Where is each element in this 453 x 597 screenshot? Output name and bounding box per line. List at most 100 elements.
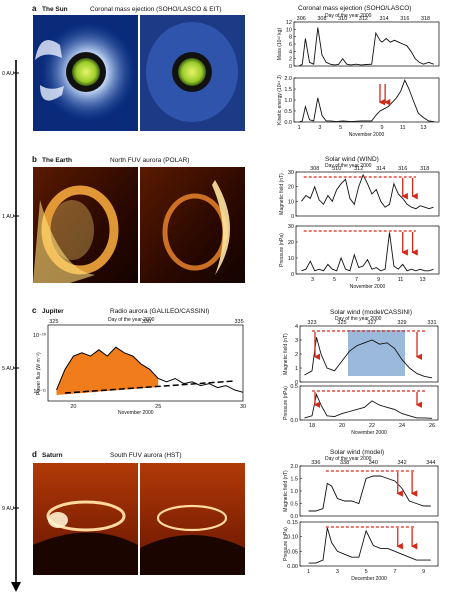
top-tick-label: 340 [369,460,378,466]
y-axis-label: Kinetic energy (10²⁴ J) [277,75,283,125]
au-label-9: 9 AU [2,506,14,512]
y-tick-label: 1.5 [290,477,298,483]
top-tick-label: 338 [340,460,349,466]
y-axis-label: Pressure (nPa) [279,233,285,267]
y-tick-label: 20 [288,185,294,191]
plot-frame [299,465,439,517]
y-tick-label: 10⁻¹⁰ [33,332,47,339]
top-axis-title: Day of the year 2000 [325,163,372,169]
sun-image-left [33,15,138,131]
y-tick-label: 2 [295,352,298,358]
y-tick-label: 0 [291,272,294,278]
y-tick-label: 0 [289,64,292,70]
panel-body-name: The Earth [42,157,72,164]
y-axis-label: Magnetic field (nT) [283,333,289,375]
y-axis-label: Mass (10¹² kg) [277,28,283,61]
bottom-axis-title: December 2000 [351,576,387,582]
bottom-tick-label: 7 [393,569,396,575]
y-tick-label: 12 [286,20,292,26]
top-tick-label: 344 [426,460,435,466]
image-title: Radio aurora (GALILEO/CASSINI) [110,308,209,315]
bottom-axis-title: November 2000 [350,284,386,290]
y-tick-label: 30 [288,224,294,230]
top-tick-label: 327 [367,320,376,326]
bottom-tick-label: 1 [307,569,310,575]
y-tick-label: 30 [288,170,294,176]
bottom-tick-label: 24 [399,423,405,429]
y-tick-label: 10 [288,256,294,262]
panel-body-name: Saturn [42,452,63,459]
panel-b: b The Earth North FUV aurora (POLAR) Sol… [32,155,379,283]
y-tick-label: 2.0 [290,464,298,470]
y-tick-label: 0.05 [287,549,298,555]
y-tick-label: 10 [286,27,292,33]
y-tick-label: 0.00 [287,564,298,570]
panel-b-plots: 308 310 312 314 316 318 3 5 7 9 11 13 November 2000 0… [279,166,440,290]
bottom-tick-label: 7 [355,277,358,283]
top-tick-label: 316 [400,16,409,22]
arrow-down-icon [11,582,21,592]
emission-area [56,347,159,395]
plot-frame [299,521,439,567]
image-title: Coronal mass ejection (SOHO/LASCO & EIT) [90,6,222,13]
plot-title: Solar wind (WIND) [325,156,379,163]
bottom-tick-label: 9 [377,277,380,283]
y-tick-label: 2.0 [284,76,292,82]
y-tick-label: 3 [295,338,298,344]
y-tick-label: 20 [288,240,294,246]
series-line [304,337,433,379]
y-tick-label: 0.0 [284,120,292,126]
top-tick-label: 314 [376,166,385,172]
series-line [308,527,431,564]
top-tick-label: 325 [337,320,346,326]
y-tick-label: 10 [288,199,294,205]
bottom-tick-label: 3 [311,277,314,283]
y-tick-label: 1 [295,366,298,372]
bottom-tick-label: 9 [381,125,384,131]
bottom-tick-label: 22 [369,423,375,429]
distance-axis: 0 AU 1 AU 5 AU 9 AU [2,60,21,592]
y-tick-label: 4 [295,324,298,330]
au-label-0: 0 AU [2,71,14,77]
image-title: South FUV aurora (HST) [110,452,182,459]
bottom-tick-label: 11 [398,277,404,283]
plot-title: Solar wind (model) [330,449,384,456]
series-line [299,79,434,123]
series-line [308,475,431,512]
y-tick-label: 0.5 [290,384,298,390]
y-tick-label: 1.0 [284,98,292,104]
image-title: North FUV aurora (POLAR) [110,157,189,164]
top-tick-label: 312 [359,16,368,22]
top-tick-label: 330 [142,319,151,325]
y-tick-label: 0.5 [290,502,298,508]
plot-frame [299,385,439,421]
sun-image-right [140,15,245,131]
plot-title: Coronal mass ejection (SOHO/LASCO) [298,5,411,12]
bottom-tick-label: 1 [298,125,301,131]
top-tick-label: 323 [307,320,316,326]
panel-letter: a [32,4,37,13]
panel-body-name: Jupiter [42,308,64,315]
top-tick-label: 318 [421,16,430,22]
y-axis-label: Pressure (nPa) [283,386,289,420]
y-tick-label: 6 [289,42,292,48]
panel-a: a The Sun Coronal mass ejection (SOHO/LA… [32,4,411,131]
top-tick-label: 318 [420,166,429,172]
model-band [348,330,405,376]
top-tick-label: 310 [338,16,347,22]
bottom-tick-label: 3 [318,125,321,131]
y-tick-label: 0.0 [290,514,298,520]
saturn-aurora-image-right [140,463,245,575]
image-bottom-axis-title: November 2000 [118,410,154,416]
y-axis-label: Magnetic field (nT) [279,173,285,215]
plot-frame [293,77,440,123]
panel-c: c Jupiter Radio aurora (GALILEO/CASSINI)… [32,306,412,416]
bottom-tick-label: 13 [420,125,426,131]
panel-d-plots: 336 338 340 342 344 1 3 5 7 9 December 2000 0.0 0.5 1… [283,460,439,582]
image-ylabel: Power flux (W m⁻²) [36,352,42,395]
y-tick-label: 0.10 [287,535,298,541]
top-tick-label: 308 [317,16,326,22]
